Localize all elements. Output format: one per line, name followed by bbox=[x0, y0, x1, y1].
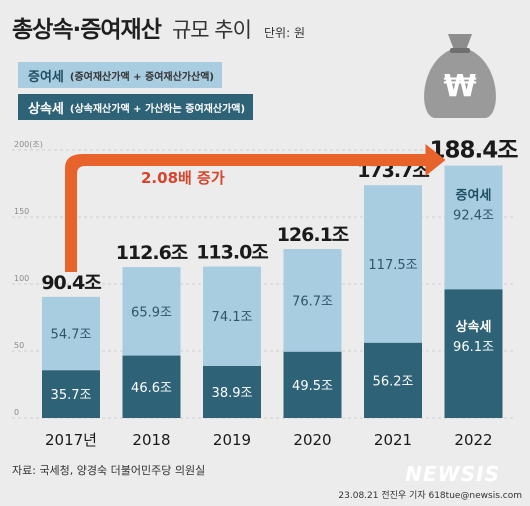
total-label: 112.6조 bbox=[116, 242, 188, 264]
credit-note: 23.08.21 전진우 기자 618tue@newsis.com bbox=[338, 491, 522, 501]
x-tick-label: 2017년 bbox=[45, 431, 97, 449]
data-label-gift: 65.9조 bbox=[131, 305, 172, 320]
data-label-inherit: 35.7조 bbox=[51, 388, 92, 403]
bar-inherit bbox=[203, 365, 261, 418]
title-block: 총상속·증여재산 규모 추이 단위: 원 bbox=[12, 10, 305, 44]
unit-label: 단위: 원 bbox=[264, 26, 305, 40]
data-label-gift: 117.5조 bbox=[368, 258, 417, 273]
bar-gift bbox=[42, 296, 100, 371]
legend-desc-gift: (증여재산가액 + 증여재산가산액) bbox=[69, 71, 214, 83]
legend-desc-inherit: (상속재산가액 + 가산하는 증여재산가액) bbox=[69, 103, 246, 115]
legend-item-inherit: 상속세 (상속재산가액 + 가산하는 증여재산가액) bbox=[18, 94, 254, 120]
bar-inherit bbox=[42, 370, 100, 418]
bar-gift bbox=[122, 267, 181, 356]
inherit-series-label: 상속세 bbox=[456, 320, 492, 335]
total-label: 90.4조 bbox=[41, 272, 101, 294]
bar-inherit bbox=[283, 351, 342, 418]
bar-inherit bbox=[444, 289, 503, 418]
data-label-inherit: 96.1조 bbox=[453, 340, 494, 355]
x-tick-label: 2018 bbox=[132, 431, 170, 449]
y-tick-label: 100 bbox=[14, 274, 29, 283]
y-tick-label: 200(조) bbox=[14, 140, 43, 149]
chart-title: 총상속·증여재산 bbox=[12, 17, 162, 43]
legend-label-inherit: 상속세 bbox=[28, 101, 64, 117]
y-tick-label: 0 bbox=[14, 408, 19, 417]
total-label: 113.0조 bbox=[196, 242, 268, 264]
money-bag-icon: ₩ bbox=[424, 34, 496, 118]
bar-gift bbox=[364, 185, 422, 343]
x-tick-label: 2022 bbox=[454, 431, 492, 449]
svg-text:₩: ₩ bbox=[443, 69, 476, 104]
data-label-gift: 54.7조 bbox=[51, 328, 92, 343]
data-label-inherit: 38.9조 bbox=[212, 386, 253, 401]
x-tick-label: 2019 bbox=[213, 431, 251, 449]
data-label-inherit: 46.6조 bbox=[131, 381, 172, 396]
total-label: 126.1조 bbox=[277, 224, 349, 246]
bar-gift bbox=[283, 249, 342, 352]
y-tick-label: 50 bbox=[14, 341, 24, 350]
growth-annotation: 2.08배 증가 bbox=[141, 169, 225, 187]
bar-inherit bbox=[122, 355, 181, 418]
bar-gift bbox=[444, 165, 503, 290]
source-note: 자료: 국세청, 양경숙 더불어민주당 의원실 bbox=[12, 464, 206, 477]
legend-swatch-inherit: 상속세 (상속재산가액 + 가산하는 증여재산가액) bbox=[18, 94, 254, 120]
brand-watermark: NEWSIS bbox=[405, 462, 500, 486]
x-tick-label: 2020 bbox=[293, 431, 331, 449]
gift-series-label: 증여세 bbox=[456, 188, 492, 204]
legend-label-gift: 증여세 bbox=[28, 69, 64, 85]
legend-item-gift: 증여세 (증여재산가액 + 증여재산가산액) bbox=[18, 62, 222, 88]
y-tick-label: 150 bbox=[14, 207, 29, 216]
data-label-inherit: 49.5조 bbox=[292, 379, 333, 394]
growth-arrow bbox=[65, 154, 428, 272]
x-tick-label: 2021 bbox=[374, 431, 412, 449]
data-label-gift: 92.4조 bbox=[453, 209, 494, 224]
data-label-gift: 74.1조 bbox=[212, 310, 253, 325]
bar-inherit bbox=[364, 342, 422, 418]
bar-gift bbox=[203, 266, 261, 366]
data-label-inherit: 56.2조 bbox=[373, 374, 414, 389]
growth-arrow-head bbox=[425, 144, 446, 176]
data-label-gift: 76.7조 bbox=[292, 294, 333, 309]
chart-subtitle: 규모 추이 bbox=[171, 18, 252, 42]
legend-swatch-gift: 증여세 (증여재산가액 + 증여재산가산액) bbox=[18, 62, 222, 88]
